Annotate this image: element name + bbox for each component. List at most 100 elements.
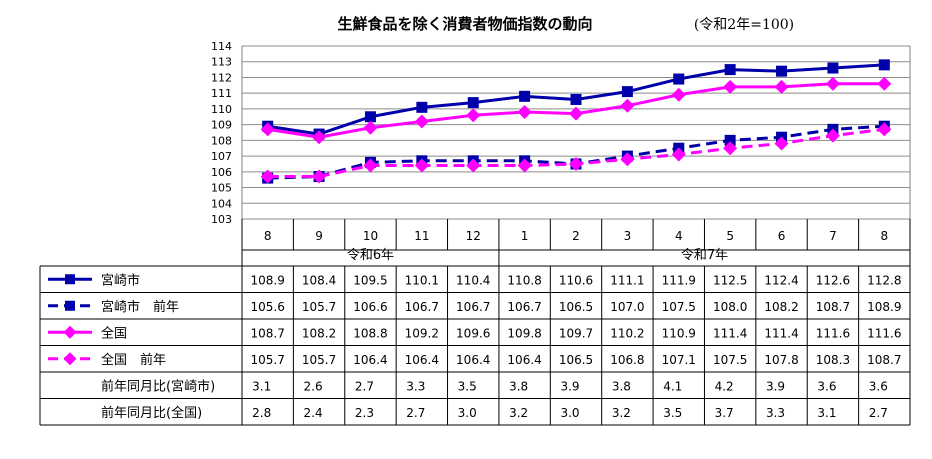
y-tick-label: 109 [211, 119, 232, 132]
chart-title: 生鮮食品を除く消費者物価指数の動向 [337, 15, 592, 33]
legend-label: 宮崎市 前年 [101, 299, 179, 315]
data-point [569, 106, 583, 121]
data-point [519, 90, 531, 102]
data-point [466, 158, 481, 173]
data-point [517, 105, 532, 120]
legend-label: 宮崎市 [101, 272, 140, 288]
data-point [260, 169, 275, 184]
table-cell: 3.0 [458, 406, 477, 420]
table-cell: 2.7 [355, 379, 374, 393]
table-cell: 112.5 [713, 273, 747, 287]
x-tick-label: 9 [315, 229, 323, 243]
table-cell: 3.7 [715, 406, 734, 420]
y-axis-ticks: 103 104 105 106 107 108 109 110 111 112 113 114 [211, 40, 232, 226]
data-point [312, 130, 327, 145]
table-cell: 108.7 [251, 326, 285, 340]
x-tick-label: 8 [880, 229, 888, 243]
table-cell: 3.6 [817, 379, 836, 393]
table-cell: 111.1 [610, 273, 644, 287]
y-tick-label: 108 [211, 134, 232, 147]
table-cell: 106.7 [456, 300, 490, 314]
legend-label: 全国 [101, 325, 127, 341]
table-cell: 2.7 [406, 406, 425, 420]
table-cell: 3.9 [766, 379, 785, 393]
table-cell: 108.3 [816, 353, 850, 367]
table-cell: 112.4 [764, 273, 798, 287]
x-tick-label: 7 [829, 229, 837, 243]
table-cell: 108.9 [867, 300, 901, 314]
table-cell: 106.4 [353, 353, 387, 367]
table-cell: 3.5 [663, 406, 682, 420]
data-point [774, 136, 789, 151]
era-label: 令和6年 [347, 248, 394, 263]
table-cell: 108.4 [302, 273, 336, 287]
table-cell: 3.2 [509, 406, 528, 420]
table-cell: 109.7 [559, 326, 593, 340]
row-label: 前年同月比(全国) [101, 405, 202, 421]
table-cell: 108.7 [867, 353, 901, 367]
table-cell: 4.1 [663, 379, 682, 393]
x-tick-label: 5 [726, 229, 734, 243]
data-point [621, 86, 633, 98]
table-cell: 108.7 [816, 300, 850, 314]
x-tick-label: 10 [363, 229, 378, 243]
data-point [620, 152, 635, 167]
data-point [825, 128, 840, 143]
chart-base-note: (令和2年=100) [694, 17, 794, 33]
table-cell: 3.0 [560, 406, 579, 420]
data-point [312, 169, 327, 184]
table-cell: 2.6 [304, 379, 323, 393]
table-cell: 108.2 [764, 300, 798, 314]
table-cell: 106.7 [507, 300, 541, 314]
era-label: 令和7年 [681, 248, 728, 263]
data-point [569, 156, 583, 171]
y-tick-label: 106 [211, 166, 232, 179]
table-cell: 3.5 [458, 379, 477, 393]
table-cell: 109.2 [405, 326, 439, 340]
legend-marker [65, 274, 75, 285]
table-cell: 110.4 [456, 273, 490, 287]
y-tick-label: 114 [211, 40, 232, 53]
table-cell: 3.2 [612, 406, 631, 420]
table-cell: 4.2 [715, 379, 734, 393]
table-cell: 105.7 [302, 353, 336, 367]
data-point [724, 134, 736, 146]
x-tick-label: 12 [466, 229, 481, 243]
data-point [466, 108, 481, 123]
y-tick-label: 113 [211, 56, 232, 69]
y-tick-label: 110 [211, 103, 232, 116]
table-cell: 3.8 [509, 379, 528, 393]
table-cell: 3.9 [560, 379, 579, 393]
table-cell: 111.4 [764, 326, 798, 340]
table-cell: 107.1 [662, 353, 696, 367]
x-tick-label: 2 [572, 229, 580, 243]
x-tick-label: 4 [675, 229, 683, 243]
table-cell: 106.4 [405, 353, 439, 367]
table-cell: 3.1 [817, 406, 836, 420]
table-cell: 2.8 [252, 406, 271, 420]
table-cell: 106.4 [456, 353, 490, 367]
data-point [414, 158, 429, 173]
table-cell: 106.4 [507, 353, 541, 367]
data-point [827, 62, 839, 74]
y-tick-label: 104 [211, 197, 232, 210]
legend-marker [65, 300, 75, 311]
table-cell: 111.4 [713, 326, 747, 340]
table-cell: 107.0 [610, 300, 644, 314]
x-tick-label: 3 [624, 229, 632, 243]
table-cell: 108.2 [302, 326, 336, 340]
table-cell: 105.6 [251, 300, 285, 314]
data-point [671, 87, 686, 102]
table-cell: 3.3 [766, 406, 785, 420]
y-tick-label: 112 [211, 71, 232, 84]
table-cell: 106.6 [353, 300, 387, 314]
table-cell: 2.3 [355, 406, 374, 420]
table-cell: 109.5 [353, 273, 387, 287]
y-tick-label: 105 [211, 182, 232, 195]
data-point [724, 64, 736, 76]
y-tick-label: 107 [211, 150, 232, 163]
table-cell: 3.6 [869, 379, 888, 393]
data-point [363, 120, 378, 135]
data-point [364, 111, 376, 123]
